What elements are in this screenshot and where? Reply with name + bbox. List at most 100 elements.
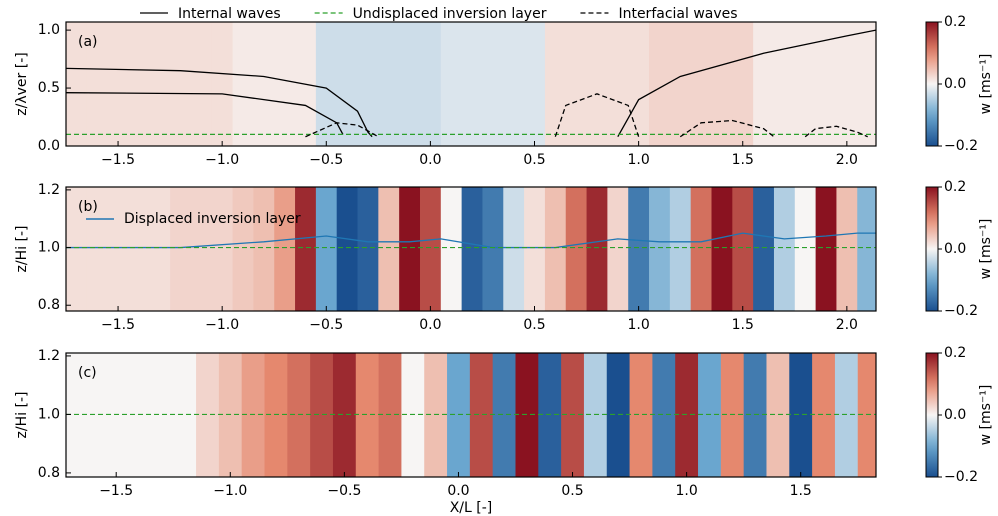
- x-tick-label: 0.5: [523, 317, 545, 333]
- field-cell: [332, 353, 357, 477]
- field-cell: [66, 187, 88, 311]
- field-cell: [524, 187, 546, 311]
- y-tick-label: 1.2: [38, 182, 60, 198]
- colorbar-label: w [ms⁻¹]: [978, 54, 994, 115]
- field-cell: [190, 187, 213, 311]
- field-cell: [310, 353, 334, 477]
- field-cell: [440, 22, 463, 146]
- legend-label: Interfacial waves: [618, 6, 737, 22]
- y-tick-label: 1.0: [38, 240, 60, 256]
- y-axis-label: z/Hi [-]: [14, 392, 30, 439]
- field-cell: [773, 22, 796, 146]
- field-cell: [107, 22, 130, 146]
- field-cell: [652, 353, 676, 477]
- field-cell: [649, 22, 671, 146]
- x-tick-label: −1.0: [205, 317, 239, 333]
- field-cell: [149, 187, 171, 311]
- field-cell: [86, 187, 109, 311]
- colorbar: [925, 186, 939, 312]
- y-tick-label: 0.8: [38, 465, 60, 481]
- field-cell: [419, 22, 442, 146]
- field-cell: [173, 353, 197, 477]
- y-axis-label: z/λver [-]: [14, 52, 30, 115]
- field-cell: [503, 22, 525, 146]
- curve: [554, 93, 640, 137]
- y-tick-label: 0.8: [38, 297, 60, 313]
- field-cell: [399, 187, 421, 311]
- x-tick-label: 2.0: [836, 152, 858, 168]
- x-tick-label: −0.5: [309, 317, 343, 333]
- field-cell: [211, 22, 234, 146]
- field-cell: [857, 22, 876, 146]
- y-tick-label: 0.5: [38, 80, 60, 96]
- field-cell: [690, 187, 713, 311]
- field-cell: [586, 187, 608, 311]
- field-cell: [170, 22, 192, 146]
- field-cell: [628, 22, 650, 146]
- field-cell: [274, 187, 296, 311]
- curve: [804, 125, 868, 138]
- y-tick-label: 1.2: [38, 348, 60, 364]
- field-cell: [565, 22, 588, 146]
- x-tick-label: 0.0: [419, 317, 441, 333]
- panel-label: (b): [78, 199, 98, 215]
- x-axis-label: X/L [-]: [450, 500, 493, 516]
- y-tick-label: 1.0: [38, 406, 60, 422]
- field-cell: [461, 187, 484, 311]
- field-cell: [170, 187, 192, 311]
- field-cell: [253, 187, 275, 311]
- panel-label: (a): [78, 34, 98, 50]
- field-cell: [732, 187, 754, 311]
- field-cell: [253, 22, 275, 146]
- colorbar: [925, 21, 939, 147]
- curve: [66, 92, 344, 135]
- x-tick-label: −1.5: [101, 317, 135, 333]
- field-cell: [492, 353, 517, 477]
- x-tick-label: 1.0: [675, 483, 697, 499]
- field-cell: [357, 22, 379, 146]
- colorbar-tick-label: 0.0: [944, 76, 966, 92]
- field-cell: [586, 22, 608, 146]
- field-cell: [461, 22, 484, 146]
- field-cell: [378, 187, 400, 311]
- curve: [679, 119, 775, 138]
- field-cell: [544, 187, 567, 311]
- colorbar-label: w [ms⁻¹]: [978, 219, 994, 280]
- plot-frame: [65, 21, 877, 147]
- field-cell: [629, 353, 653, 477]
- field-cell: [753, 187, 775, 311]
- legend-label: Undisplaced inversion layer: [353, 6, 547, 22]
- field-cell: [836, 22, 858, 146]
- field-cell: [607, 187, 629, 311]
- colorbar-tick-label: 0.2: [944, 179, 966, 195]
- field-cell: [544, 22, 567, 146]
- field-cell: [565, 187, 588, 311]
- colorbar-tick-label: 0.0: [944, 407, 966, 423]
- field-cell: [378, 22, 400, 146]
- plot-frame: [65, 186, 877, 312]
- x-tick-label: 0.5: [561, 483, 583, 499]
- field-cell: [355, 353, 380, 477]
- x-tick-label: −0.5: [327, 483, 361, 499]
- x-tick-label: −1.0: [213, 483, 247, 499]
- field-cell: [812, 353, 836, 477]
- x-tick-label: −1.0: [205, 152, 239, 168]
- field-cell: [669, 187, 692, 311]
- field-cell: [515, 353, 539, 477]
- field-cell: [773, 187, 796, 311]
- field-cell: [753, 22, 775, 146]
- plot-area: [66, 22, 876, 146]
- x-tick-label: 1.5: [732, 317, 754, 333]
- field-cell: [232, 187, 255, 311]
- x-tick-label: 2.0: [836, 317, 858, 333]
- field-cell: [690, 22, 713, 146]
- field-cell: [419, 187, 442, 311]
- legend-label: Internal waves: [178, 6, 281, 22]
- panel-label: (c): [78, 365, 97, 381]
- colorbar-tick-label: −0.2: [944, 303, 978, 319]
- field-cell: [149, 22, 171, 146]
- field-cell: [607, 22, 629, 146]
- field-cell: [274, 22, 296, 146]
- field-cell: [857, 187, 876, 311]
